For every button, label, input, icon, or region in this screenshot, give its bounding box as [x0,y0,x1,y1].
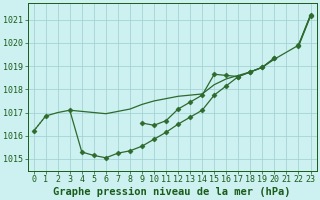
X-axis label: Graphe pression niveau de la mer (hPa): Graphe pression niveau de la mer (hPa) [53,186,291,197]
